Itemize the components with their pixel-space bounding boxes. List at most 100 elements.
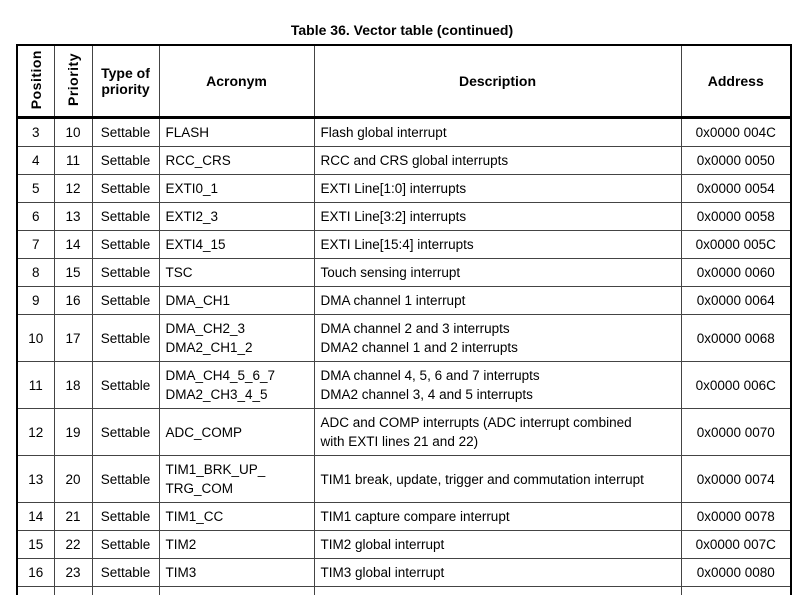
cell-address: 0x0000 0064 <box>680 286 792 315</box>
cell-description: EXTI Line[1:0] interrupts <box>313 174 682 203</box>
cell-position: 11 <box>16 361 55 409</box>
table-title: Table 36. Vector table (continued) <box>290 22 514 38</box>
cell-address: 0x0000 0050 <box>680 146 792 175</box>
cell-description <box>313 586 682 595</box>
cell-address: 0x0000 0058 <box>680 202 792 231</box>
cell-position: 12 <box>16 408 55 456</box>
cell-position: 4 <box>16 146 55 175</box>
header-description: Description <box>313 44 682 119</box>
header-position-label: Position <box>27 49 44 110</box>
cell-type: Settable <box>91 502 160 531</box>
cell-acronym: EXTI4_15 <box>158 230 315 259</box>
cell-acronym: ADC_COMP <box>158 408 315 456</box>
cell-acronym: TIM2 <box>158 530 315 559</box>
cell-type: Settable <box>91 558 160 587</box>
cell-description: DMA channel 1 interrupt <box>313 286 682 315</box>
table-row: 3 10 Settable FLASH Flash global interru… <box>16 117 792 147</box>
cell-address: 0x0000 0054 <box>680 174 792 203</box>
cell-priority: 21 <box>53 502 93 531</box>
cell-type: Settable <box>91 174 160 203</box>
cell-type: Settable <box>91 530 160 559</box>
cell-address: 0x0000 0074 <box>680 455 792 503</box>
cell-priority: 16 <box>53 286 93 315</box>
cell-address: 0x0000 0078 <box>680 502 792 531</box>
table-row: 10 17 Settable DMA_CH2_3 DMA2_CH1_2 DMA … <box>16 314 792 362</box>
header-priority-label: Priority <box>65 52 81 106</box>
cell-type: Settable <box>91 117 160 147</box>
cell-description: Touch sensing interrupt <box>313 258 682 287</box>
cell-acronym: TIM1_CC <box>158 502 315 531</box>
table-row: 16 23 Settable TIM3 TIM3 global interrup… <box>16 558 792 587</box>
cell-position: 14 <box>16 502 55 531</box>
table-row: 14 21 Settable TIM1_CC TIM1 capture comp… <box>16 502 792 531</box>
header-type-of-priority: Type of priority <box>91 44 160 119</box>
cell-position: 3 <box>16 117 55 147</box>
cell-position: 5 <box>16 174 55 203</box>
table-row: 15 22 Settable TIM2 TIM2 global interrup… <box>16 530 792 559</box>
cell-acronym: TIM3 <box>158 558 315 587</box>
cell-address: 0x0000 0068 <box>680 314 792 362</box>
cell-address: 0x0000 007C <box>680 530 792 559</box>
table-row: 9 16 Settable DMA_CH1 DMA channel 1 inte… <box>16 286 792 315</box>
cell-type: Settable <box>91 286 160 315</box>
header-row: Position Priority Type of priority Acron… <box>16 44 792 119</box>
cell-address: 0x0000 0080 <box>680 558 792 587</box>
cell-position: 15 <box>16 530 55 559</box>
cell-priority: 11 <box>53 146 93 175</box>
cell-position: 13 <box>16 455 55 503</box>
table-row: 4 11 Settable RCC_CRS RCC and CRS global… <box>16 146 792 175</box>
table-row-partial <box>16 586 792 595</box>
cell-type: Settable <box>91 146 160 175</box>
cell-priority: 20 <box>53 455 93 503</box>
cell-address: 0x0000 0070 <box>680 408 792 456</box>
cell-position: 7 <box>16 230 55 259</box>
cell-acronym: RCC_CRS <box>158 146 315 175</box>
cell-type: Settable <box>91 361 160 409</box>
cell-priority: 18 <box>53 361 93 409</box>
cell-address: 0x0000 005C <box>680 230 792 259</box>
header-acronym: Acronym <box>158 44 315 119</box>
table-row: 11 18 Settable DMA_CH4_5_6_7 DMA2_CH3_4_… <box>16 361 792 409</box>
cell-priority: 19 <box>53 408 93 456</box>
cell-acronym: DMA_CH4_5_6_7 DMA2_CH3_4_5 <box>158 361 315 409</box>
vector-table-head: Position Priority Type of priority Acron… <box>16 44 792 119</box>
header-position: Position <box>16 44 55 119</box>
cell-type: Settable <box>91 314 160 362</box>
cell-acronym: DMA_CH1 <box>158 286 315 315</box>
cell-description: DMA channel 2 and 3 interrupts DMA2 chan… <box>313 314 682 362</box>
table-row: 12 19 Settable ADC_COMP ADC and COMP int… <box>16 408 792 456</box>
cell-priority: 15 <box>53 258 93 287</box>
cell-description: RCC and CRS global interrupts <box>313 146 682 175</box>
table-row: 5 12 Settable EXTI0_1 EXTI Line[1:0] int… <box>16 174 792 203</box>
cell-address: 0x0000 006C <box>680 361 792 409</box>
cell-address: 0x0000 004C <box>680 117 792 147</box>
vector-table-body: 3 10 Settable FLASH Flash global interru… <box>16 117 792 595</box>
cell-priority: 17 <box>53 314 93 362</box>
cell-priority <box>53 586 93 595</box>
cell-type: Settable <box>91 455 160 503</box>
table-row: 7 14 Settable EXTI4_15 EXTI Line[15:4] i… <box>16 230 792 259</box>
cell-priority: 23 <box>53 558 93 587</box>
table-row: 13 20 Settable TIM1_BRK_UP_ TRG_COM TIM1… <box>16 455 792 503</box>
header-address: Address <box>680 44 792 119</box>
cell-description: TIM2 global interrupt <box>313 530 682 559</box>
cell-type: Settable <box>91 258 160 287</box>
cell-description: TIM3 global interrupt <box>313 558 682 587</box>
cell-description: EXTI Line[15:4] interrupts <box>313 230 682 259</box>
cell-acronym: DMA_CH2_3 DMA2_CH1_2 <box>158 314 315 362</box>
cell-type: Settable <box>91 408 160 456</box>
table-row: 8 15 Settable TSC Touch sensing interrup… <box>16 258 792 287</box>
cell-description: TIM1 break, update, trigger and commutat… <box>313 455 682 503</box>
vector-table: Position Priority Type of priority Acron… <box>16 44 792 595</box>
cell-position: 8 <box>16 258 55 287</box>
table-row: 6 13 Settable EXTI2_3 EXTI Line[3:2] int… <box>16 202 792 231</box>
cell-description: DMA channel 4, 5, 6 and 7 interrupts DMA… <box>313 361 682 409</box>
cell-position: 16 <box>16 558 55 587</box>
cell-priority: 10 <box>53 117 93 147</box>
cell-position: 10 <box>16 314 55 362</box>
cell-description: TIM1 capture compare interrupt <box>313 502 682 531</box>
cell-position: 6 <box>16 202 55 231</box>
cell-acronym: TSC <box>158 258 315 287</box>
cell-type <box>91 586 160 595</box>
